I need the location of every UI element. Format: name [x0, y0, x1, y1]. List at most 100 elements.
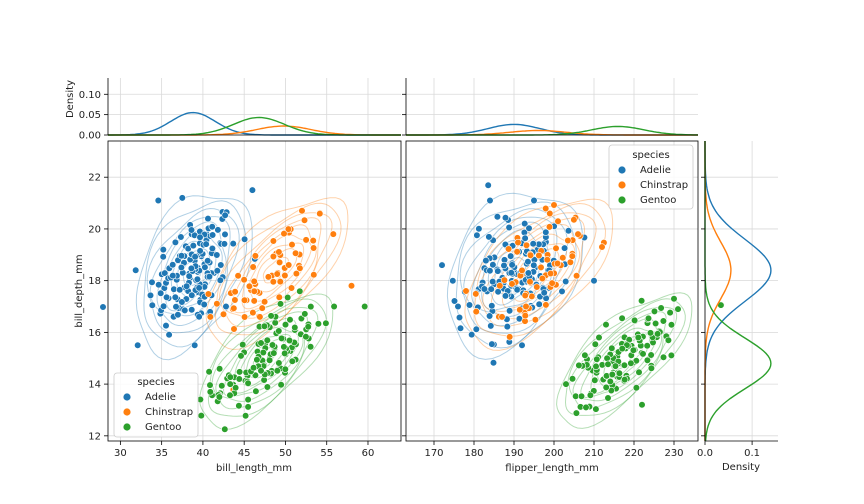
right-joint-point-adelie: [489, 261, 497, 269]
left-joint-contour-adelie: [143, 200, 248, 348]
right-joint-point-gentoo: [667, 321, 676, 329]
right-joint-point-adelie: [486, 312, 494, 320]
left-joint-point-adelie: [187, 264, 195, 273]
left-joint-point-chinstrap: [276, 258, 284, 267]
right-joint-point-adelie: [560, 244, 569, 252]
left-joint-point-adelie: [154, 196, 162, 205]
left-joint-point-gentoo: [205, 368, 213, 376]
right-joint-contour-chinstrap: [464, 198, 614, 351]
left-joint-point-chinstrap: [329, 230, 337, 238]
left-joint-point-adelie: [209, 231, 217, 239]
right-joint-point-chinstrap: [505, 245, 513, 253]
left-joint-contour-adelie: [135, 195, 253, 361]
left-joint-point-gentoo: [281, 321, 290, 329]
left-joint-contour-gentoo: [211, 307, 319, 410]
left-joint-point-adelie: [204, 215, 212, 223]
right-joint-point-gentoo: [593, 355, 601, 363]
left-joint-point-chinstrap: [250, 287, 258, 295]
left-joint-point-gentoo: [304, 323, 312, 331]
right-joint-point-gentoo: [602, 383, 610, 392]
right-joint-point-gentoo: [653, 330, 662, 338]
right-joint-point-adelie: [505, 223, 513, 232]
left-joint-contour-chinstrap: [241, 234, 312, 310]
left-joint-point-gentoo: [330, 302, 338, 311]
left-joint-point-adelie: [202, 240, 210, 248]
y-axis-label-left: bill_depth_mm: [74, 254, 85, 327]
left-joint-point-adelie: [155, 281, 163, 289]
right-joint-point-adelie: [450, 297, 459, 305]
right-marginal: 0.0 0.1: [697, 141, 778, 459]
legend-left-box: [113, 372, 199, 438]
left-joint-point-gentoo: [263, 336, 271, 344]
right-joint-point-chinstrap: [516, 306, 524, 314]
left-joint-point-gentoo: [275, 327, 283, 335]
left-joint-point-gentoo: [206, 381, 214, 389]
right-joint-point-gentoo: [621, 376, 629, 384]
right-joint-point-adelie: [489, 278, 497, 286]
left-joint-point-gentoo: [206, 388, 214, 396]
right-joint-point-adelie: [524, 258, 532, 266]
right-joint-point-adelie: [590, 277, 598, 285]
left-joint-point-adelie: [163, 293, 171, 301]
left-joint-point-gentoo: [232, 384, 240, 392]
left-joint-point-gentoo: [215, 393, 223, 401]
right-joint-point-chinstrap: [522, 241, 531, 249]
left-joint-point-chinstrap: [250, 277, 258, 286]
right-joint-point-chinstrap: [570, 216, 578, 224]
right-joint-point-adelie: [494, 267, 502, 275]
left-joint-point-adelie: [176, 286, 184, 294]
left-joint-point-adelie: [221, 211, 229, 219]
left-joint-ytick-label: 18: [88, 276, 101, 287]
right-joint-point-gentoo: [635, 368, 643, 376]
left-joint-point-gentoo: [197, 412, 205, 420]
right-joint-point-adelie: [501, 292, 510, 300]
right-joint-point-adelie: [524, 269, 533, 277]
left-joint-point-adelie: [177, 233, 185, 241]
right-joint-point-chinstrap: [508, 280, 516, 288]
left-joint-point-chinstrap: [316, 210, 324, 218]
right-joint-point-gentoo: [647, 351, 655, 359]
right-joint-point-chinstrap: [472, 290, 480, 298]
right-joint-contour-gentoo: [572, 311, 667, 402]
right-joint-point-adelie: [542, 228, 550, 236]
right-joint-point-gentoo: [638, 401, 646, 409]
right-joint-point-gentoo: [572, 409, 581, 417]
left-joint-point-gentoo: [266, 356, 274, 364]
right-joint-point-gentoo: [615, 369, 624, 377]
left-joint-point-gentoo: [307, 303, 315, 311]
right-joint-point-adelie: [482, 257, 490, 265]
left-joint-point-gentoo: [244, 403, 252, 411]
right-joint-point-adelie: [503, 323, 511, 331]
right-joint-point-gentoo: [608, 370, 616, 379]
right-joint-point-adelie: [501, 214, 510, 222]
left-joint-point-adelie: [177, 263, 185, 272]
right-joint-point-chinstrap: [537, 263, 545, 272]
left-joint-point-gentoo: [235, 375, 243, 383]
left-joint-point-gentoo: [307, 343, 315, 351]
left-joint-point-chinstrap: [264, 273, 273, 281]
right-joint-point-adelie: [485, 233, 493, 241]
legend-left-marker-adelie: [122, 392, 132, 402]
left-joint-point-adelie: [162, 322, 170, 330]
right-joint-contour-adelie: [455, 201, 577, 349]
left-joint-xtick-label: 40: [197, 448, 210, 459]
left-joint-point-adelie: [191, 341, 199, 349]
legend-right-label-adelie: Adelie: [640, 165, 671, 176]
right-joint-point-gentoo: [650, 307, 659, 316]
left-joint-point-gentoo: [226, 373, 234, 381]
right-joint-point-chinstrap: [521, 312, 529, 320]
right-joint-contour-gentoo: [568, 306, 678, 410]
right-joint-point-adelie: [507, 252, 515, 260]
right-joint-point-chinstrap: [550, 201, 558, 209]
right-joint-point-adelie: [540, 289, 548, 297]
right-joint-point-adelie: [438, 261, 446, 269]
left-joint-point-gentoo: [314, 320, 323, 328]
left-joint-point-gentoo: [268, 341, 277, 349]
right-joint-point-chinstrap: [566, 258, 575, 266]
left-joint-contour-chinstrap: [214, 202, 342, 336]
legend-right: species Adelie Chinstrap Gentoo: [608, 144, 694, 210]
left-joint-xtick-label: 35: [155, 448, 168, 459]
right-joint-point-gentoo: [568, 375, 577, 383]
left-joint-point-chinstrap: [309, 237, 317, 245]
right-joint-point-adelie: [562, 277, 570, 286]
